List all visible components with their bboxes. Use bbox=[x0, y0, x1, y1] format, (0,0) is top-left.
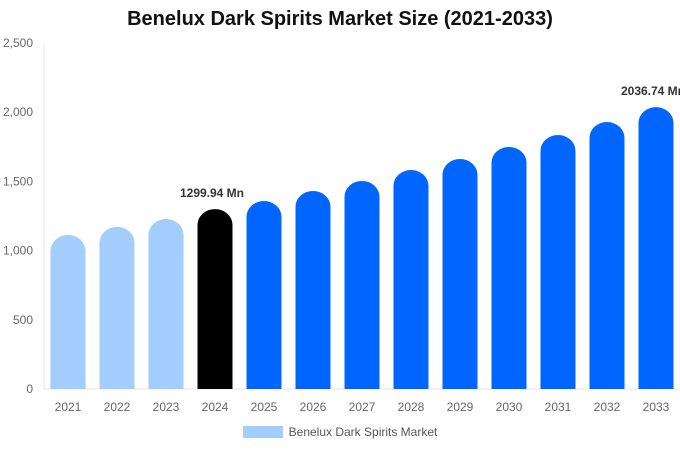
bar-2021 bbox=[50, 234, 86, 389]
y-tick-label: 0 bbox=[26, 382, 33, 396]
x-tick-label: 2023 bbox=[153, 400, 180, 414]
y-tick-label: 2,500 bbox=[3, 36, 33, 50]
x-tick-label: 2026 bbox=[300, 400, 327, 414]
bar-2030 bbox=[491, 146, 527, 389]
x-tick-label: 2025 bbox=[251, 400, 278, 414]
x-tick-label: 2021 bbox=[55, 400, 82, 414]
data-label-2024: 1299.94 Mn bbox=[180, 186, 244, 200]
y-tick-label: 1,500 bbox=[3, 174, 33, 188]
x-tick-label: 2033 bbox=[643, 400, 670, 414]
x-tick-label: 2032 bbox=[594, 400, 621, 414]
chart-title: Benelux Dark Spirits Market Size (2021-2… bbox=[127, 8, 553, 30]
legend[interactable]: Benelux Dark Spirits Market bbox=[0, 425, 680, 439]
x-tick-label: 2029 bbox=[447, 400, 474, 414]
legend-label: Benelux Dark Spirits Market bbox=[288, 425, 438, 439]
bar-2028 bbox=[393, 170, 429, 389]
legend-swatch bbox=[242, 426, 283, 438]
data-label-2033: 2036.74 Mn bbox=[621, 84, 680, 98]
x-tick-label: 2031 bbox=[545, 400, 572, 414]
y-tick-label: 2,000 bbox=[3, 105, 33, 119]
x-tick-label: 2024 bbox=[202, 400, 229, 414]
bar-2029 bbox=[442, 158, 478, 389]
bar-2032 bbox=[589, 122, 625, 390]
x-tick-label: 2028 bbox=[398, 400, 425, 414]
y-tick-label: 1,000 bbox=[3, 244, 33, 258]
bar-2027 bbox=[344, 180, 380, 389]
bar-2022 bbox=[99, 226, 135, 389]
x-tick-label: 2030 bbox=[496, 400, 523, 414]
bar-2024 bbox=[197, 209, 233, 389]
bar-2033 bbox=[638, 107, 674, 390]
bar-2025 bbox=[246, 201, 282, 389]
bar-2026 bbox=[295, 190, 331, 389]
y-tick-label: 500 bbox=[13, 313, 33, 327]
x-tick-label: 2022 bbox=[104, 400, 131, 414]
bar-2023 bbox=[148, 219, 184, 389]
bar-2031 bbox=[540, 135, 576, 389]
x-tick-label: 2027 bbox=[349, 400, 376, 414]
